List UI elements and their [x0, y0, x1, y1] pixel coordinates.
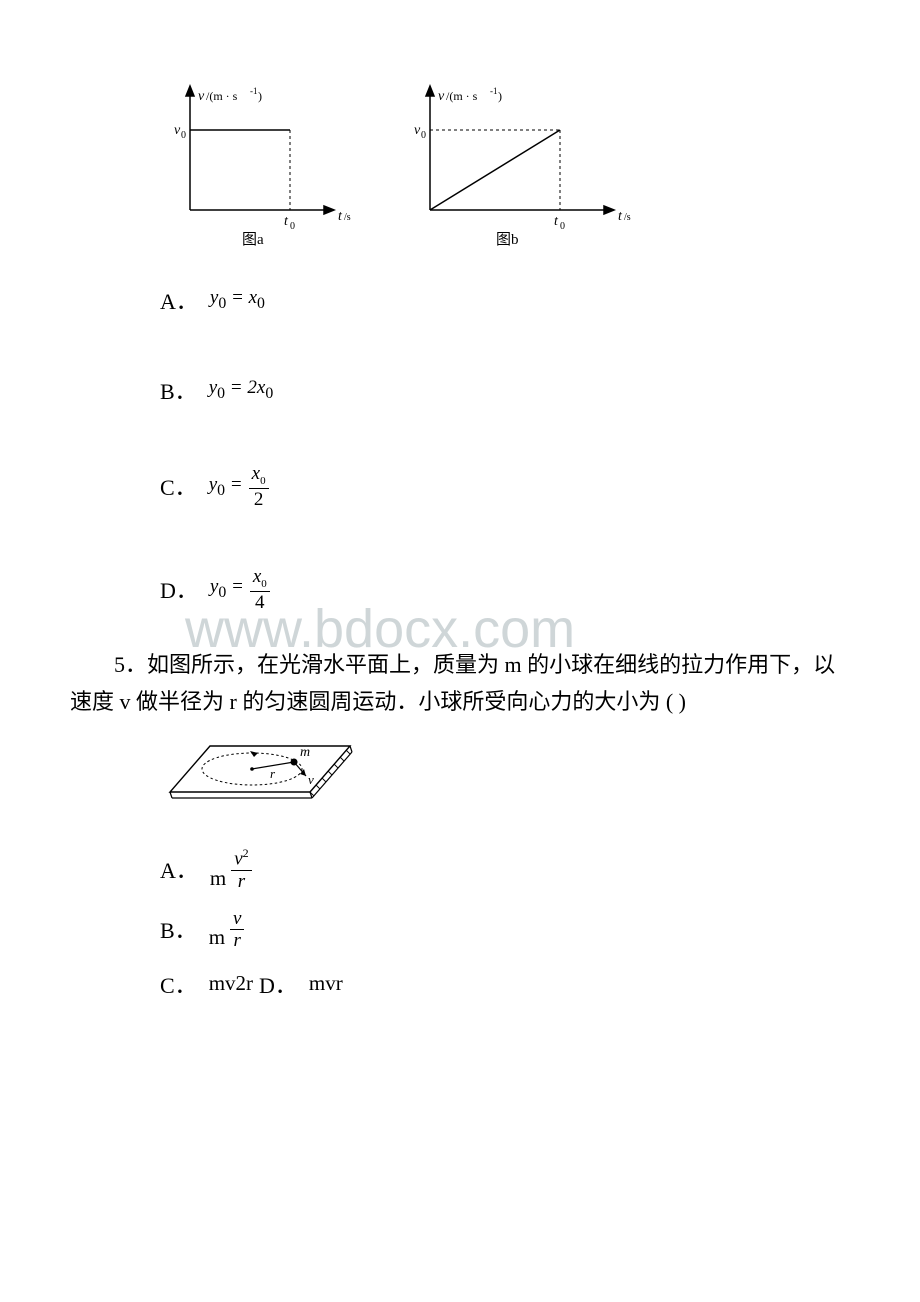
option-label: D．: [259, 968, 297, 1000]
svg-text:-1: -1: [250, 86, 258, 96]
svg-text:0: 0: [290, 221, 295, 232]
svg-text:-1: -1: [490, 86, 498, 96]
svg-text:t: t: [618, 209, 623, 224]
svg-text:t: t: [284, 214, 289, 229]
svg-text:v: v: [174, 123, 181, 138]
graph-a-caption: 图a: [242, 231, 264, 248]
svg-text:): ): [258, 89, 262, 103]
svg-text:v: v: [308, 772, 314, 787]
option-label: A．: [160, 853, 198, 885]
option-label: C．: [160, 470, 197, 502]
svg-text:/(m · s: /(m · s: [446, 89, 478, 103]
q5-option-cd: C． mv2r D． mvr: [160, 968, 850, 1000]
svg-text:/s: /s: [344, 212, 351, 223]
q5-option-b: B． m v r: [160, 909, 850, 950]
document-page: v /(m · s -1 ) v 0 t 0 t /s 图a: [0, 0, 920, 1098]
svg-text:/s: /s: [624, 212, 631, 223]
graph-b: v /(m · s -1 ) v 0 t 0 t /s 图b: [400, 80, 640, 250]
svg-text:0: 0: [421, 130, 426, 141]
q5-diagram: m r v: [160, 732, 850, 829]
graph-a: v /(m · s -1 ) v 0 t 0 t /s 图a: [160, 80, 370, 250]
q4-option-c: C． y0 = x0 2: [160, 464, 850, 509]
svg-text:0: 0: [181, 130, 186, 141]
q5-option-a: A． m v2 r: [160, 847, 850, 890]
q4-option-a: A． y0 = x0: [160, 284, 850, 316]
graph-b-caption: 图b: [496, 231, 519, 248]
q5-body: 如图所示，在光滑水平面上，质量为 m 的小球在细线的拉力作用下，以速度 v 做半…: [70, 652, 835, 714]
svg-text:t: t: [338, 209, 343, 224]
q5-number: 5．: [114, 652, 147, 677]
option-label: D．: [160, 573, 198, 605]
svg-text:r: r: [270, 766, 276, 781]
svg-text:m: m: [300, 745, 310, 760]
svg-text:/(m · s: /(m · s: [206, 89, 238, 103]
q5-options: A． m v2 r B． m v r C． mv2r D．: [160, 847, 850, 999]
svg-text:): ): [498, 89, 502, 103]
q4-option-b: B． y0 = 2x0: [160, 374, 850, 406]
q4-option-d: D． y0 = x0 4: [160, 567, 850, 612]
q4-options: A． y0 = x0 B． y0 = 2x0 C． y0 = x0 2 D．: [160, 284, 850, 612]
svg-text:t: t: [554, 214, 559, 229]
option-label: B．: [160, 913, 197, 945]
option-label: C．: [160, 968, 197, 1000]
svg-text:0: 0: [560, 221, 565, 232]
svg-text:v: v: [198, 89, 205, 104]
svg-text:v: v: [438, 89, 445, 104]
q5-text: 5．如图所示，在光滑水平面上，质量为 m 的小球在细线的拉力作用下，以速度 v …: [70, 646, 850, 721]
figure-row: v /(m · s -1 ) v 0 t 0 t /s 图a: [160, 80, 850, 250]
option-label: A．: [160, 284, 198, 316]
svg-text:v: v: [414, 123, 421, 138]
option-label: B．: [160, 374, 197, 406]
